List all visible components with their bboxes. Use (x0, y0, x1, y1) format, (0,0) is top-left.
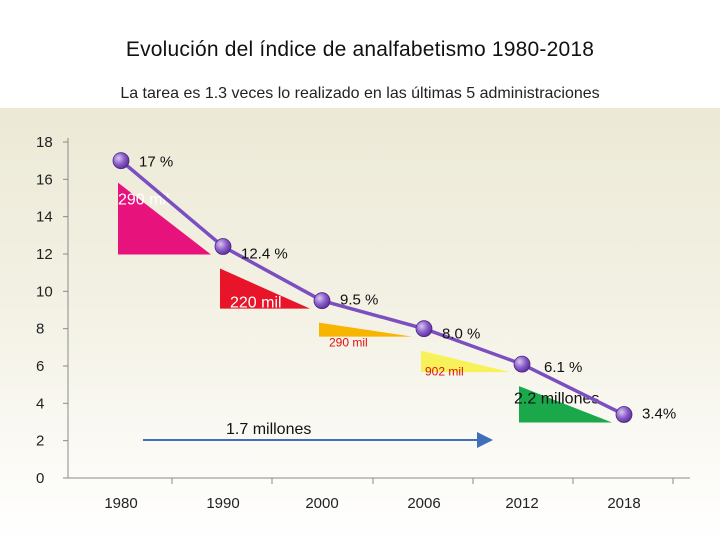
x-tick-label: 1990 (206, 495, 239, 512)
data-point (513, 355, 531, 373)
reduction-label: 902 mil (425, 365, 464, 379)
series: 17 % 12.4 % 9.5 % 8.0 % 6.1 % 3.4% (112, 152, 676, 423)
x-tick-label: 2012 (505, 495, 538, 512)
x-tick-label: 2000 (305, 495, 338, 512)
data-label: 3.4% (642, 406, 676, 423)
data-point (214, 238, 232, 255)
reduction-triangle (421, 350, 510, 373)
reduction-triangle (118, 182, 211, 255)
series-line (119, 159, 625, 417)
data-label: 8.0 % (442, 326, 480, 343)
data-point (313, 292, 331, 310)
x-tick-label: 2018 (607, 495, 640, 512)
y-tick-label: 14 (36, 209, 53, 226)
reduction-triangle (519, 386, 612, 423)
axes: 0 2 4 6 8 10 12 14 16 18 1980 1990 2000 2006 2012 2018 (36, 134, 690, 512)
y-tick-label: 2 (36, 433, 44, 450)
x-tick-label: 2006 (407, 495, 440, 512)
reduction-label: 290 mil (329, 336, 368, 350)
y-tick-label: 12 (36, 246, 53, 263)
annotations: 1.7 millones (143, 421, 493, 448)
data-label: 12.4 % (241, 246, 288, 263)
chart-title: Evolución del índice de analfabetismo 19… (125, 38, 595, 61)
y-tick-label: 8 (36, 321, 44, 338)
annotation-label: 1.7 millones (226, 421, 311, 438)
y-tick-label: 10 (36, 283, 53, 300)
y-tick-label: 6 (36, 358, 44, 375)
data-label: 9.5 % (340, 292, 378, 309)
reduction-triangle (220, 268, 310, 309)
y-tick-label: 16 (36, 171, 53, 188)
data-label: 6.1 % (544, 359, 582, 376)
data-point (415, 320, 433, 338)
data-point (615, 406, 633, 423)
data-label: 17 % (139, 154, 173, 171)
chart-subtitle: La tarea es 1.3 veces lo realizado en la… (120, 85, 600, 102)
y-tick-label: 4 (36, 395, 44, 412)
reduction-triangle (319, 322, 412, 337)
x-tick-label: 1980 (104, 495, 137, 512)
chart-panel (0, 108, 720, 540)
y-tick-label: 18 (36, 134, 53, 151)
y-tick-label: 0 (36, 470, 44, 487)
data-point (112, 152, 130, 170)
reduction-label: 290 mil (118, 192, 170, 209)
reduction-label: 2.2 millones (514, 391, 599, 408)
reduction-triangles: 290 mil 220 mil 290 mil 902 mil 2.2 millones (118, 182, 612, 423)
reduction-label: 220 mil (230, 295, 282, 312)
